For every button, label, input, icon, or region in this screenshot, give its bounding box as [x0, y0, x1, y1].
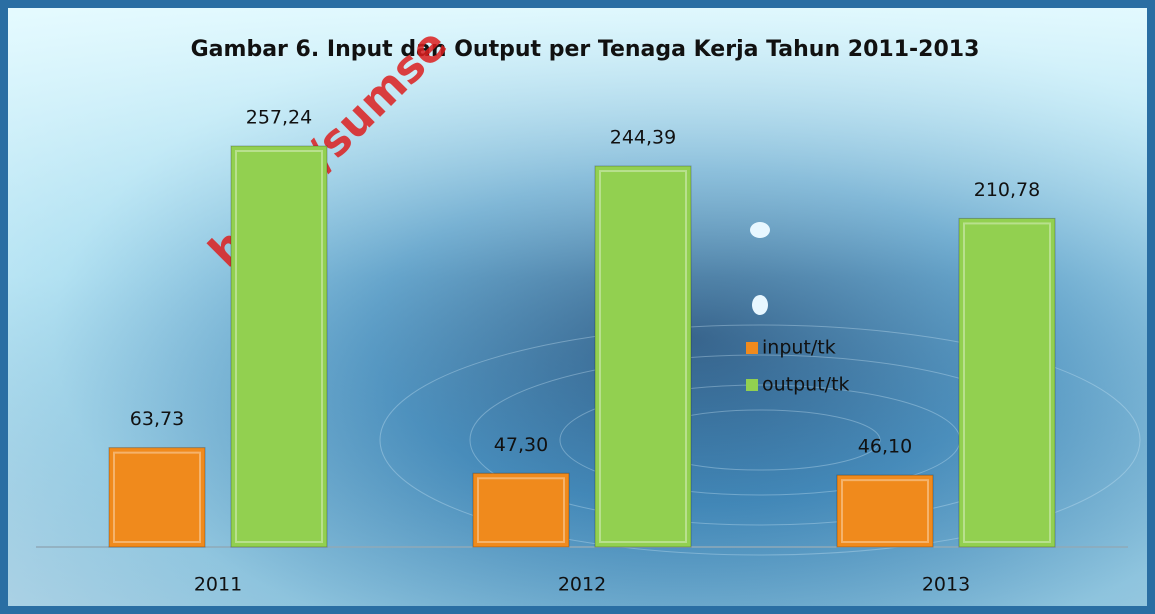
bar: [230, 145, 328, 548]
legend-label: input/tk: [762, 337, 836, 359]
bar: [594, 165, 692, 548]
bar-bevel: [113, 451, 201, 544]
bar-bevel: [235, 150, 323, 543]
value-label: 47,30: [494, 434, 548, 456]
bar: [472, 472, 570, 548]
x-tick-label: 2013: [922, 574, 970, 596]
chart-title: Gambar 6. Input dan Output per Tenaga Ke…: [191, 37, 980, 62]
legend-swatch: [746, 342, 758, 354]
ripples: [379, 324, 1141, 556]
value-label: 210,78: [974, 179, 1040, 201]
value-label: 46,10: [858, 436, 912, 458]
value-label: 244,39: [610, 127, 676, 149]
bar: [836, 474, 934, 548]
bar: [958, 217, 1056, 548]
drop: [750, 222, 770, 238]
value-label: 257,24: [246, 107, 312, 129]
bar: [108, 447, 206, 548]
bar-bevel: [477, 477, 565, 544]
bar-bevel: [841, 479, 929, 543]
bar-bevel: [599, 170, 687, 544]
x-tick-label: 2011: [194, 574, 242, 596]
x-tick-label: 2012: [558, 574, 606, 596]
legend-label: output/tk: [762, 374, 850, 396]
value-label: 63,73: [130, 408, 184, 430]
legend-swatch: [746, 379, 758, 391]
bar-bevel: [963, 222, 1051, 543]
drop: [752, 295, 768, 315]
